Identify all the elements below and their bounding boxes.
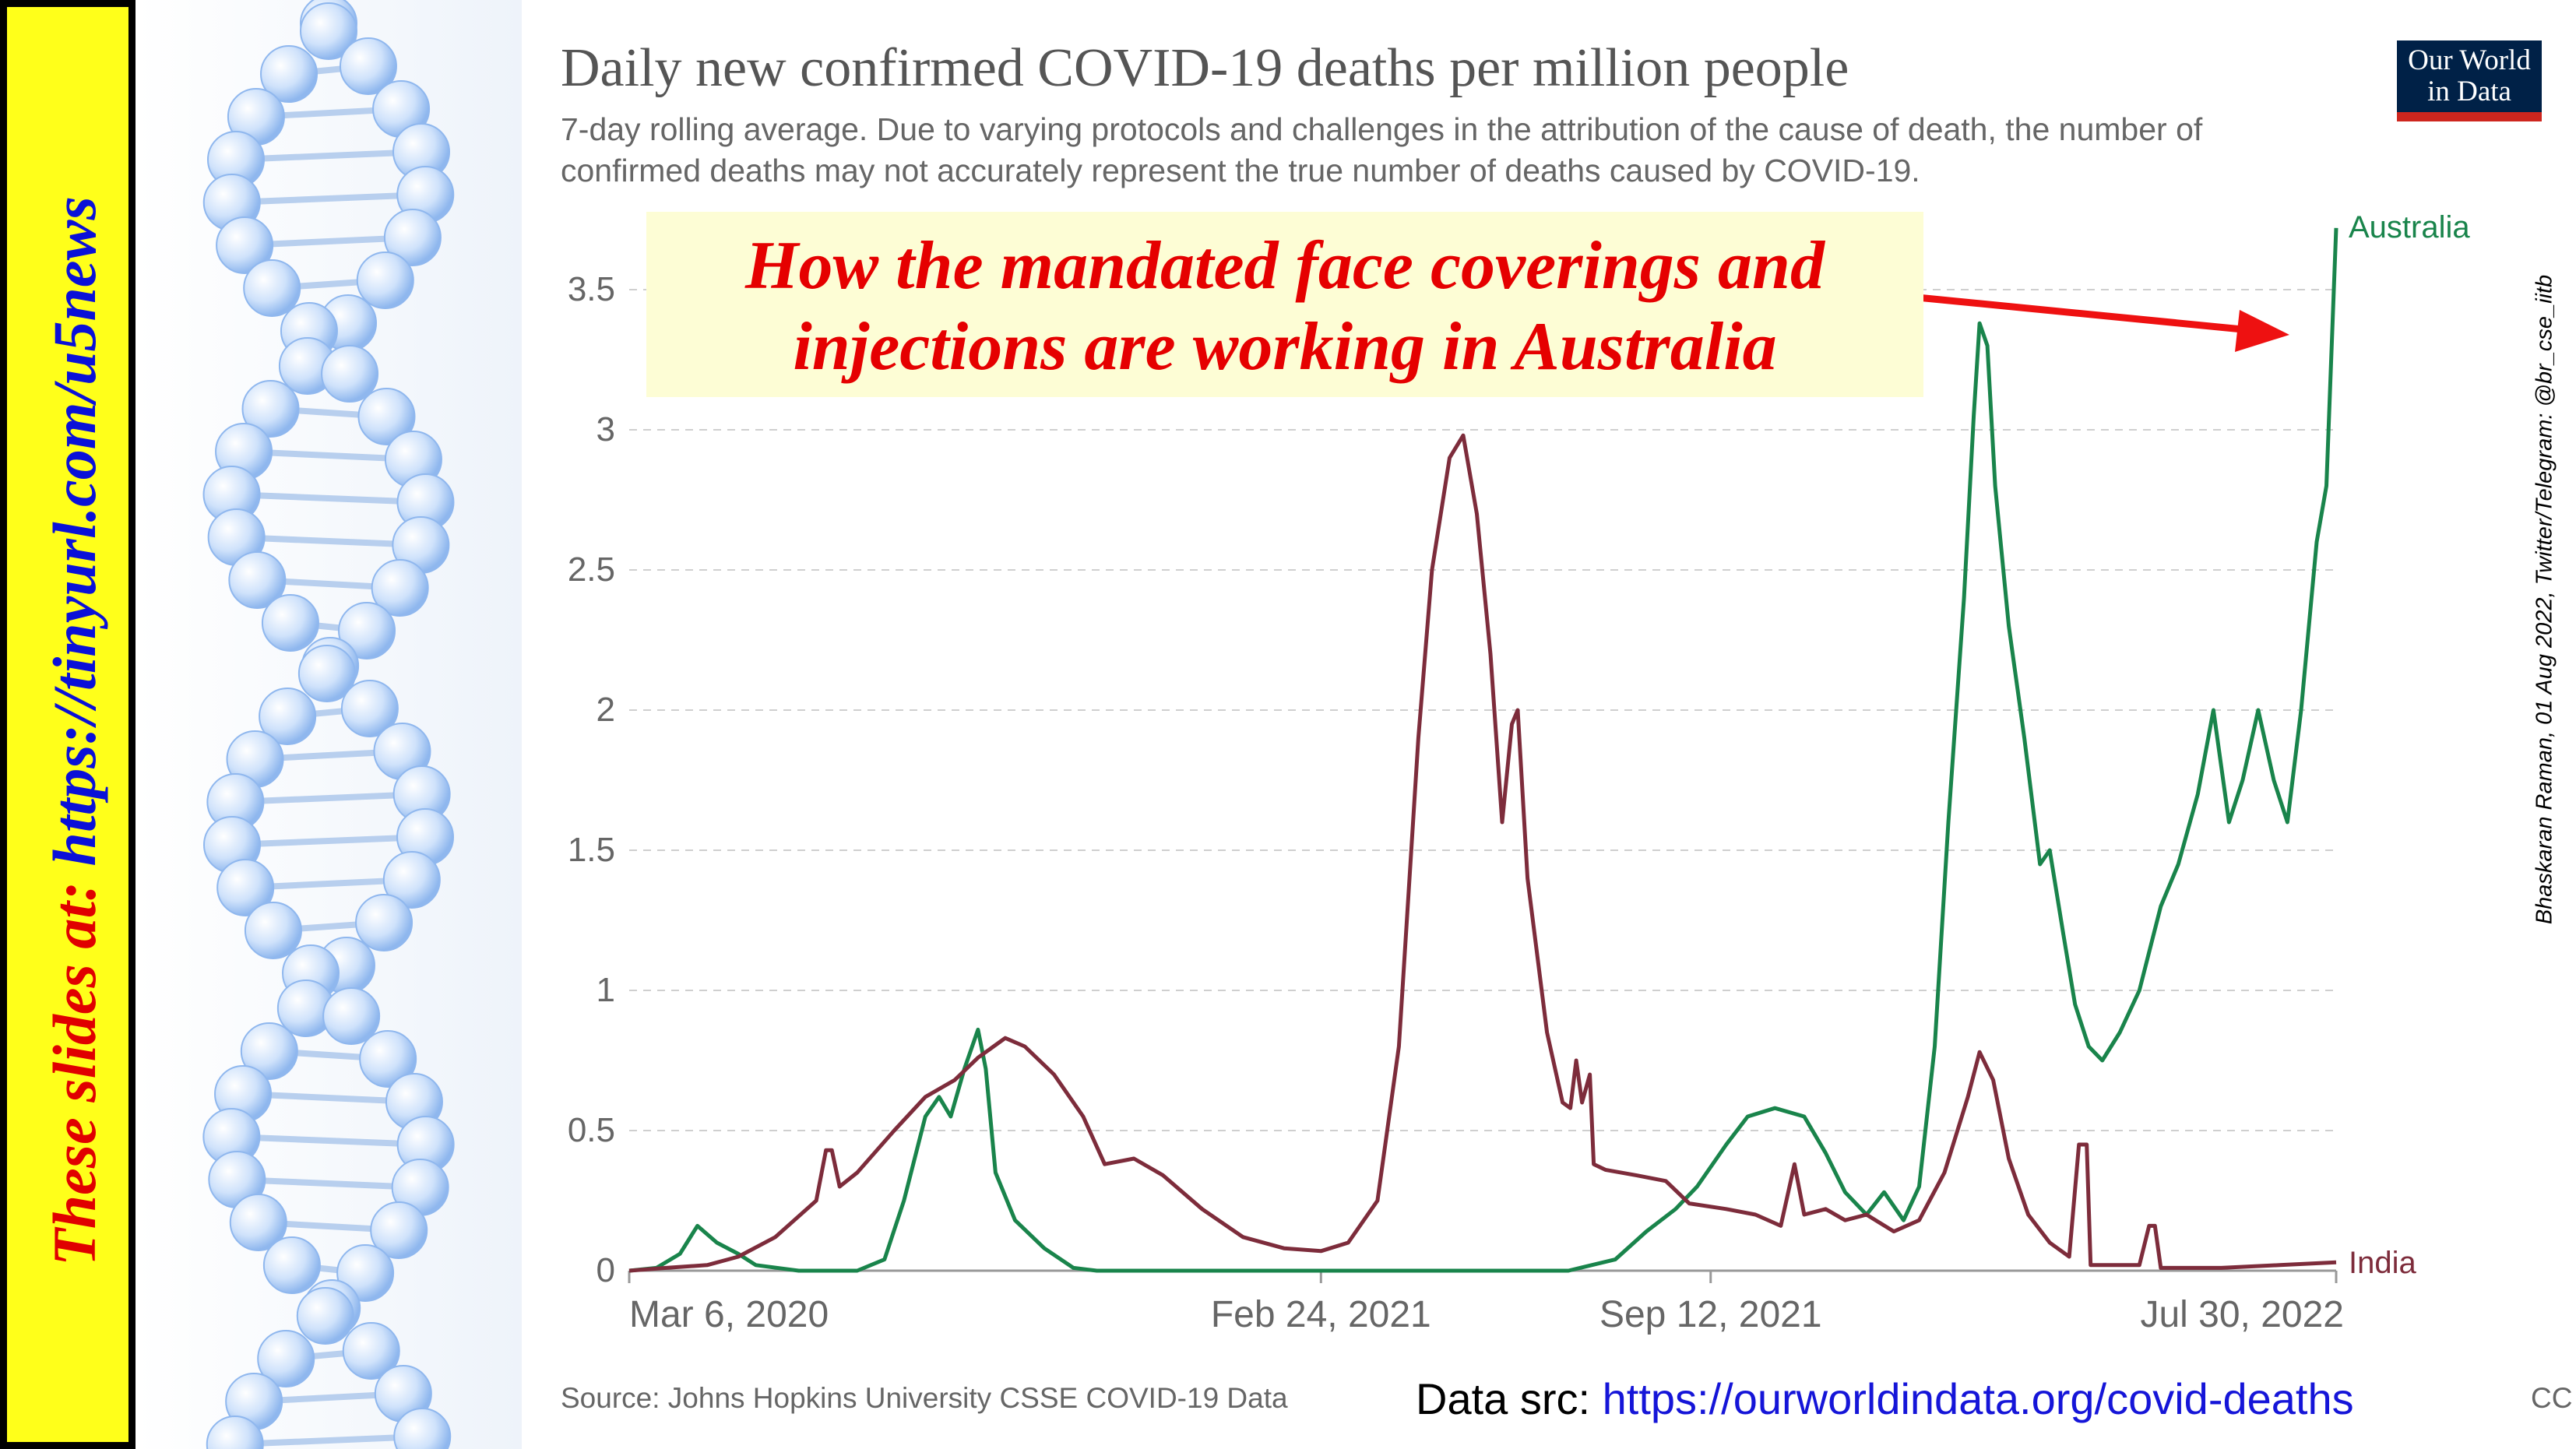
owid-logo-line1: Our World [2408, 44, 2531, 76]
helix-ball [229, 1194, 287, 1251]
chart-title: Daily new confirmed COVID-19 deaths per … [561, 38, 1849, 98]
y-gridlines [629, 289, 2336, 1131]
helix-ball [340, 680, 399, 737]
helix-ball [322, 987, 381, 1045]
y-tick-label: 0 [596, 1251, 615, 1289]
helix-rung [236, 534, 421, 548]
helix-ball [262, 1236, 321, 1294]
helix-ball [339, 37, 397, 95]
dna-helix-decoration [135, 0, 522, 1449]
helix-ball [356, 251, 414, 309]
helix-ball [297, 645, 356, 702]
x-tick-label: Jul 30, 2022 [2140, 1294, 2344, 1335]
y-tick-label: 3.5 [568, 270, 615, 308]
series-line-india [628, 433, 2337, 1273]
helix-ball [216, 859, 275, 916]
owid-logo-line2: in Data [2427, 76, 2511, 107]
helix-rung [235, 791, 422, 805]
callout-arrow [1916, 294, 2259, 335]
slides-banner: These slides at: https://tinyurl.com/u5n… [0, 0, 135, 1449]
helix-ball [261, 594, 319, 652]
chart-subtitle-line2: confirmed deaths may not accurately repr… [561, 153, 1920, 188]
helix-ball [355, 894, 413, 951]
helix-ball [382, 851, 441, 909]
series-line-australia [628, 227, 2338, 1273]
helix-ball [259, 688, 317, 745]
chart-subtitle-line1: 7-day rolling average. Due to varying pr… [561, 111, 2203, 147]
helix-rung [237, 1176, 421, 1191]
helix-ball [300, 2, 357, 60]
data-source-label: Data src: [1416, 1374, 1603, 1423]
y-tick-label: 0.5 [568, 1111, 615, 1149]
helix-ball [371, 559, 429, 617]
helix-ball [243, 259, 301, 317]
helix-ball [241, 380, 300, 438]
series-lines: Australia India [628, 210, 2470, 1280]
slides-banner-prefix: These slides at: [40, 866, 108, 1266]
callout-line1: How the mandated face coverings and [745, 228, 1825, 304]
helix-ball [206, 1416, 264, 1449]
helix-ball [357, 388, 416, 445]
helix-ball [216, 216, 274, 274]
helix-ball [359, 1030, 417, 1088]
helix-ball [342, 1322, 400, 1380]
chart-source: Source: Johns Hopkins University CSSE CO… [561, 1382, 1288, 1414]
helix-ball [383, 209, 442, 266]
y-tick-label: 3 [596, 410, 615, 448]
y-tick-label: 2.5 [568, 550, 615, 589]
data-source-link[interactable]: https://ourworldindata.org/covid-deaths [1602, 1374, 2354, 1423]
chart-area: Daily new confirmed COVID-19 deaths per … [561, 38, 2576, 1414]
helix-rung [231, 1134, 426, 1148]
helix-rung [231, 834, 426, 848]
x-axis: Mar 6, 2020 Feb 24, 2021 Sep 12, 2021 Jul 3… [628, 1269, 2344, 1335]
helix-rung [234, 1433, 423, 1447]
callout-arrowhead [2235, 310, 2289, 352]
series-label-australia: Australia [2349, 210, 2470, 244]
license-text: CC BY [2531, 1382, 2576, 1414]
owid-logo: Our World in Data [2397, 40, 2542, 121]
y-tick-label: 1 [596, 971, 615, 1009]
series-label-india: India [2349, 1246, 2416, 1280]
helix-ball [240, 1022, 298, 1080]
helix-rung [231, 192, 426, 206]
slides-banner-text: These slides at: https://tinyurl.com/u5n… [40, 196, 110, 1266]
helix-ball [321, 345, 379, 403]
helix-ball [370, 1201, 428, 1259]
helix-ball [244, 902, 302, 959]
slides-banner-url[interactable]: https://tinyurl.com/u5news [40, 196, 108, 867]
helix-ball [260, 45, 318, 103]
x-tick-label: Sep 12, 2021 [1599, 1294, 1822, 1335]
helix-ball [228, 551, 287, 609]
x-tick-label: Mar 6, 2020 [629, 1294, 829, 1335]
data-source-note: Data src: https://ourworldindata.org/cov… [1416, 1373, 2354, 1424]
helix-ball [257, 1330, 315, 1387]
helix-ball [296, 1287, 354, 1345]
helix-rung [235, 149, 422, 163]
callout-line2: injections are working in Australia [793, 309, 1777, 385]
callout-text: How the mandated face coverings and inje… [646, 226, 1923, 388]
y-tick-label: 1.5 [568, 831, 615, 869]
callout-box: How the mandated face coverings and inje… [646, 212, 1923, 397]
x-tick-label: Feb 24, 2021 [1211, 1294, 1431, 1335]
y-tick-label: 2 [596, 691, 615, 729]
helix-rung [231, 491, 426, 505]
author-credit: Bhaskaran Raman, 01 Aug 2022, Twitter/Te… [2532, 274, 2557, 925]
helix-ball [393, 1408, 452, 1449]
helix-ball [338, 602, 396, 659]
y-axis-ticks: 0 0.5 1 1.5 2 2.5 3 3.5 [568, 270, 615, 1289]
